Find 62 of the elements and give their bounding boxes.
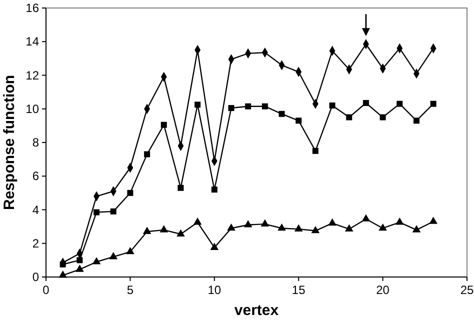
point: [178, 184, 184, 191]
point: [346, 114, 352, 120]
point: [76, 257, 83, 264]
point: [311, 226, 320, 234]
point: [176, 229, 185, 237]
x-tick-label: 25: [460, 283, 474, 297]
point: [278, 110, 285, 117]
y-tick-label: 4: [32, 202, 40, 217]
x-tick-label: 5: [126, 283, 134, 297]
point: [296, 118, 302, 124]
x-tick-label: 0: [42, 283, 50, 297]
point: [378, 223, 387, 231]
point: [193, 218, 202, 225]
x-tick-label: 20: [376, 283, 390, 297]
point: [244, 220, 252, 228]
point: [380, 114, 386, 120]
y-tick-label: 16: [26, 1, 40, 15]
point: [262, 103, 268, 110]
point: [413, 118, 420, 124]
point: [362, 214, 370, 222]
point: [344, 224, 354, 232]
point: [142, 226, 152, 234]
point: [211, 186, 218, 193]
point: [278, 223, 286, 231]
x-axis-title: vertex: [234, 302, 280, 319]
point: [429, 216, 438, 224]
point: [58, 270, 67, 278]
point: [245, 103, 252, 110]
y-tick-label: 6: [32, 169, 40, 184]
point: [328, 218, 336, 226]
point: [110, 208, 116, 214]
y-tick-label: 12: [26, 68, 40, 82]
point: [260, 219, 270, 226]
point: [396, 100, 403, 107]
point: [194, 102, 201, 108]
y-axis-title: Response function: [1, 74, 18, 210]
point: [395, 218, 404, 225]
point: [329, 102, 336, 109]
point: [227, 223, 236, 231]
point: [109, 252, 118, 260]
point: [144, 151, 150, 158]
point: [210, 242, 219, 250]
point: [94, 209, 100, 216]
point: [294, 224, 303, 232]
point: [127, 190, 134, 196]
y-tick-label: 2: [32, 236, 40, 250]
point: [228, 105, 234, 112]
y-tick-label: 10: [26, 102, 40, 116]
x-tick-label: 10: [208, 283, 222, 297]
point: [160, 225, 168, 232]
point: [92, 257, 101, 264]
y-tick-label: 14: [26, 34, 40, 49]
point: [126, 246, 134, 254]
x-tick-label: 15: [292, 283, 306, 297]
point: [430, 100, 436, 107]
point: [160, 122, 167, 128]
point: [76, 264, 84, 272]
point: [312, 148, 318, 154]
point: [362, 100, 369, 106]
y-tick-label: 0: [32, 270, 40, 284]
y-tick-label: 8: [32, 136, 40, 150]
point: [412, 225, 421, 232]
